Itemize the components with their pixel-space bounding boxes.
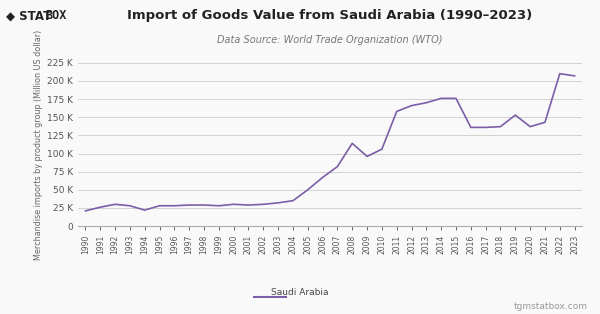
Text: tgmstatbox.com: tgmstatbox.com <box>514 302 588 311</box>
Text: Import of Goods Value from Saudi Arabia (1990–2023): Import of Goods Value from Saudi Arabia … <box>127 9 533 22</box>
Text: BOX: BOX <box>45 9 67 22</box>
Text: Data Source: World Trade Organization (WTO): Data Source: World Trade Organization (W… <box>217 35 443 45</box>
Y-axis label: Merchandise imports by product group (Million US dollar): Merchandise imports by product group (Mi… <box>34 29 43 260</box>
Text: Saudi Arabia: Saudi Arabia <box>271 288 329 296</box>
Text: ◆ STAT: ◆ STAT <box>6 9 51 22</box>
